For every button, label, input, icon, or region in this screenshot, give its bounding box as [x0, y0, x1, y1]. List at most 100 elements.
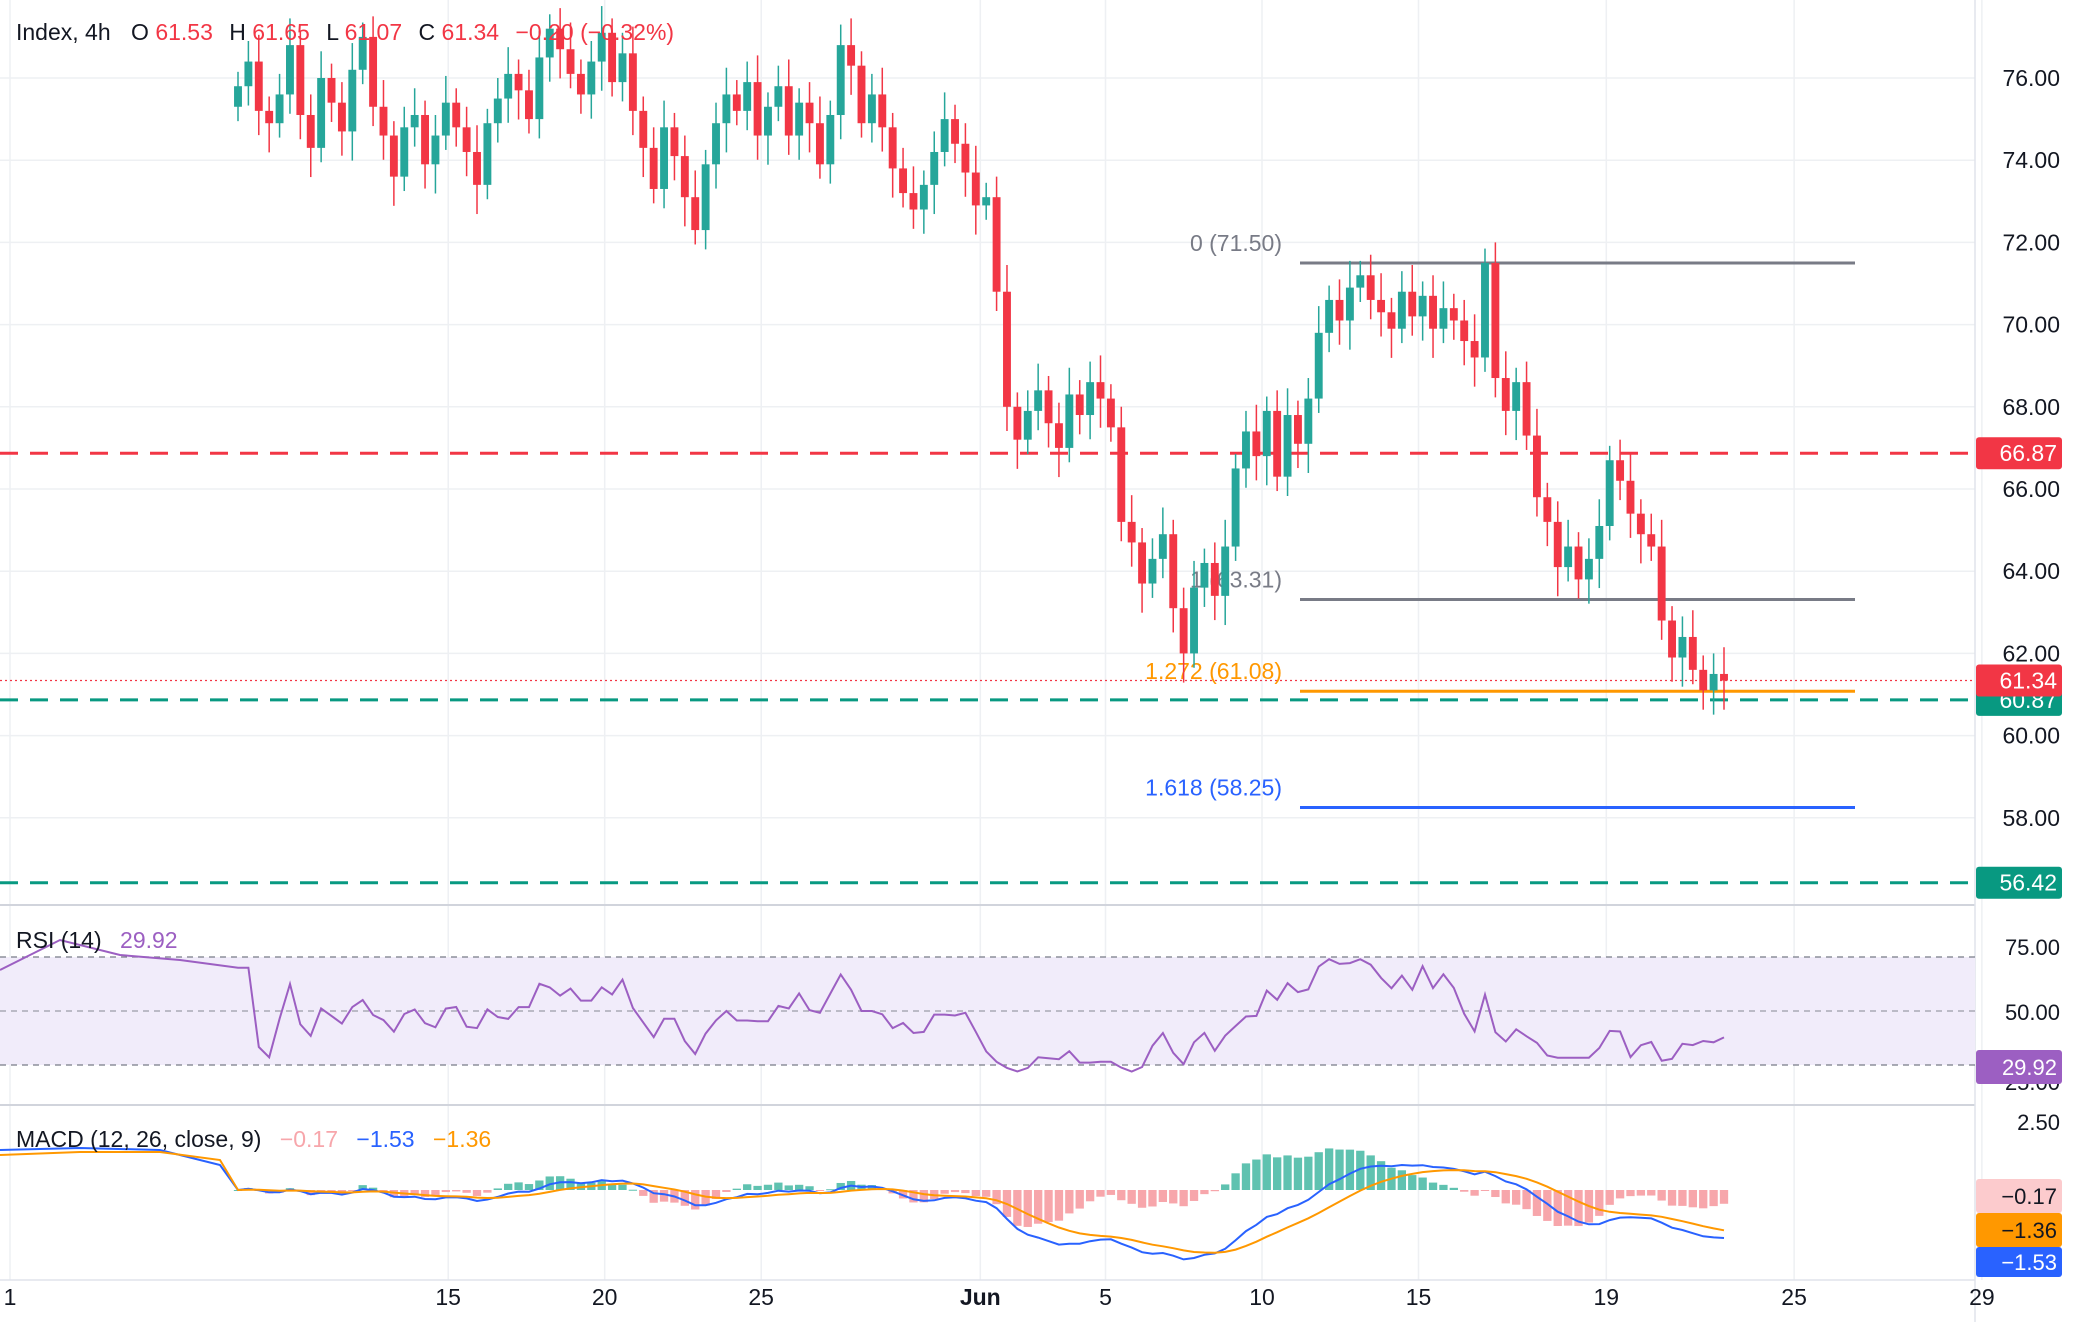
- candle-body: [337, 102, 346, 132]
- current-price-badge-text: 61.34: [1999, 668, 2057, 694]
- macd-hist-bar: [1117, 1190, 1126, 1201]
- macd-hist-bar: [1543, 1190, 1552, 1221]
- macd-hist-bar: [1626, 1190, 1635, 1197]
- candle-body: [639, 110, 648, 148]
- candle-body: [1574, 546, 1583, 580]
- macd-legend-name: MACD (12, 26, close, 9): [16, 1126, 261, 1152]
- candle-body: [1044, 390, 1053, 424]
- candle-body: [1013, 406, 1022, 440]
- rsi-band: [0, 957, 1975, 1065]
- macd-legend[interactable]: MACD (12, 26, close, 9) −0.17 −1.53 −1.3…: [16, 1126, 491, 1152]
- ohlc-legend[interactable]: Index, 4h O 61.53 H 61.65 L 61.07 C 61.3…: [16, 19, 674, 45]
- candle-body: [1003, 291, 1011, 407]
- macd-hist-bar: [940, 1190, 949, 1194]
- macd-hist-bar: [1480, 1190, 1490, 1191]
- macd-hist-bar: [815, 1190, 825, 1191]
- candle-body: [1439, 308, 1448, 329]
- candle-body: [275, 94, 284, 124]
- rsi-line: [0, 938, 1725, 1073]
- candle-body: [1273, 410, 1282, 477]
- candle-body: [1335, 299, 1344, 321]
- macd-hist-bar: [514, 1182, 523, 1190]
- horizontal-levels: [0, 451, 1975, 885]
- time-tick-label: 19: [1594, 1284, 1620, 1310]
- candle-body: [1127, 521, 1136, 543]
- macd-hist-bar: [628, 1189, 638, 1191]
- price-tick-label: 70.00: [2002, 312, 2060, 338]
- time-tick-label: Jun: [960, 1284, 1001, 1310]
- candle-body: [1158, 534, 1167, 559]
- symbol-title: Index, 4h: [16, 19, 111, 45]
- macd-hist-bar: [1563, 1190, 1573, 1226]
- time-axis[interactable]: 1 15 20 25 Jun 5 10 15 19 25 29: [4, 1284, 1995, 1310]
- candle-body: [1397, 291, 1406, 329]
- macd-hist-bar: [1075, 1190, 1084, 1209]
- macd-hist-bar: [545, 1176, 554, 1190]
- candle-body: [1543, 497, 1552, 522]
- signal-line: [0, 1151, 1725, 1254]
- high-label: H: [229, 19, 246, 45]
- candle-body: [971, 172, 980, 206]
- macd-hist-bar: [919, 1190, 929, 1203]
- price-axis[interactable]: 76.00 74.00 72.00 70.00 68.00 66.00 64.00 62.00…: [2002, 65, 2060, 831]
- macd-hist-bar: [607, 1184, 617, 1190]
- candle-body: [421, 114, 429, 165]
- candle-body: [1408, 291, 1417, 317]
- macd-hist-bar: [1189, 1190, 1199, 1201]
- macd-hist-bar: [909, 1190, 918, 1203]
- macd-hist-bar: [826, 1189, 835, 1191]
- rsi-legend[interactable]: RSI (14) 29.92: [16, 927, 178, 953]
- candle-body: [525, 90, 533, 120]
- macd-hist-bar: [1667, 1190, 1677, 1206]
- macd-legend-macd: −1.53: [356, 1126, 414, 1152]
- macd-hist-bar: [867, 1185, 877, 1190]
- macd-hist-bar: [1439, 1184, 1448, 1190]
- candle-body: [1023, 410, 1032, 440]
- macd-hist-bar: [472, 1190, 482, 1196]
- candle-body: [1314, 332, 1323, 399]
- candle-body: [712, 123, 720, 165]
- macd-hist-bar: [639, 1190, 648, 1196]
- candle-body: [1190, 587, 1198, 654]
- macd-hist-bar: [1273, 1157, 1282, 1190]
- candle-body: [1699, 669, 1708, 691]
- candle-body: [576, 73, 585, 95]
- fibonacci-extension[interactable]: 0 (71.50)1 (63.31)1.272 (61.08)1.618 (58…: [1145, 230, 1855, 810]
- macd-hist-bar: [1221, 1184, 1230, 1190]
- macd-hist-bar: [753, 1185, 762, 1190]
- macd-hist-bar: [1460, 1190, 1469, 1192]
- candle-body: [826, 114, 835, 165]
- candle-body: [670, 127, 679, 157]
- macd-hist-bar: [1096, 1190, 1105, 1197]
- time-tick-label: 29: [1969, 1284, 1995, 1310]
- macd-hist-bar: [1148, 1190, 1157, 1207]
- candle-body: [660, 127, 669, 189]
- candle-body: [473, 151, 481, 185]
- macd-hist-badge: [1976, 1179, 2062, 1213]
- candle-body: [919, 184, 928, 210]
- candle-body: [535, 57, 544, 120]
- candle-body: [587, 61, 596, 95]
- macd-hist-bar: [1200, 1190, 1209, 1195]
- current-price-badge: [1976, 664, 2062, 697]
- macd-hist-bar: [794, 1184, 804, 1190]
- candle-body: [743, 82, 752, 111]
- macd-hist-bar: [659, 1190, 669, 1202]
- candle-body: [888, 127, 897, 169]
- macd-hist-bar: [1356, 1150, 1365, 1190]
- macd-hist-bar: [1252, 1159, 1261, 1190]
- macd-hist-bar: [1699, 1190, 1708, 1209]
- macd-hist-bar: [1709, 1190, 1718, 1207]
- candle-body: [1117, 427, 1126, 522]
- candle-body: [722, 94, 731, 124]
- candle-body: [1096, 382, 1105, 399]
- rsi-axis-75: 75.00: [2005, 935, 2060, 960]
- close-value: 61.34: [442, 19, 500, 45]
- open-value: 61.53: [155, 19, 213, 45]
- candle-body: [992, 197, 1001, 292]
- macd-legend-signal: −1.36: [433, 1126, 491, 1152]
- level-badge: [1976, 437, 2062, 470]
- macd-hist-bar: [1169, 1190, 1178, 1204]
- macd-hist-bar: [535, 1180, 544, 1190]
